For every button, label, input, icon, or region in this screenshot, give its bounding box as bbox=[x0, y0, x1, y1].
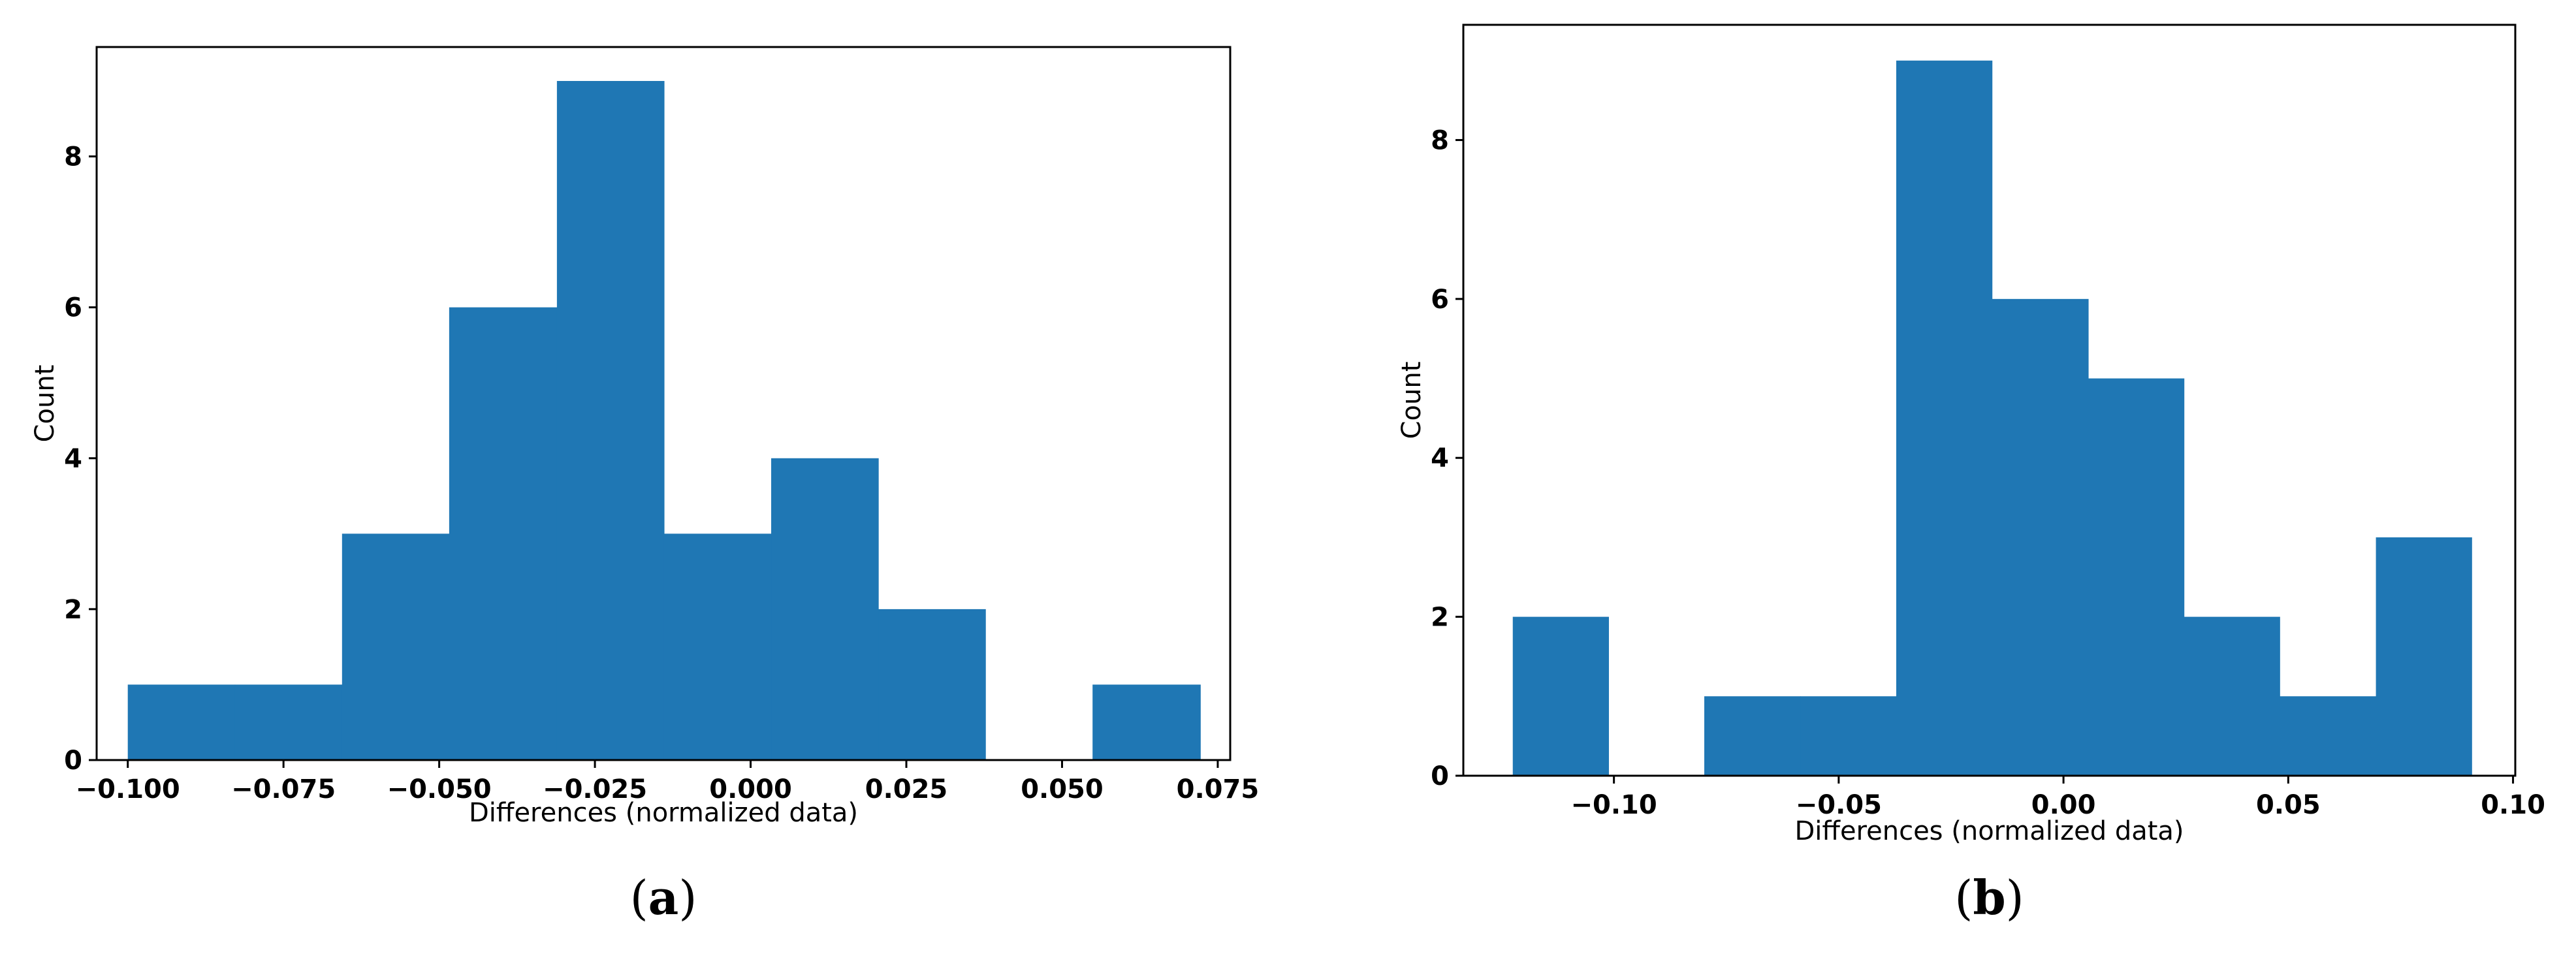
y-tick-label: 2 bbox=[64, 595, 82, 625]
histogram-panel-b: −0.10 −0.05 0.00 0.05 0.10 0 2 4 6 8 Differences (… bbox=[1397, 24, 2545, 925]
panel-caption: (b) bbox=[1954, 870, 2024, 925]
histogram-bar bbox=[2184, 616, 2280, 776]
x-tick-label: −0.050 bbox=[387, 774, 492, 804]
panel-caption-letter: a bbox=[648, 870, 679, 925]
x-axis-label: Differences (normalized data) bbox=[1794, 816, 2184, 846]
histogram-bar bbox=[1992, 298, 2089, 776]
histogram-bar bbox=[1092, 684, 1201, 760]
x-tick-label: 0.000 bbox=[709, 774, 792, 804]
histogram-bar bbox=[2280, 696, 2377, 776]
y-tick-label: 2 bbox=[1431, 603, 1449, 633]
histogram-bar bbox=[342, 533, 450, 760]
x-tick-label: −0.10 bbox=[1571, 790, 1657, 820]
histogram-bar bbox=[1896, 60, 1993, 776]
x-tick-label: −0.025 bbox=[543, 774, 647, 804]
y-tick-label: 0 bbox=[64, 746, 82, 776]
x-tick-label: 0.05 bbox=[2256, 790, 2321, 820]
histogram-bar bbox=[2088, 378, 2185, 776]
x-tick-label: 0.050 bbox=[1021, 774, 1104, 804]
y-tick-label: 6 bbox=[64, 293, 82, 323]
y-tick-label: 8 bbox=[1431, 125, 1449, 155]
y-axis-label: Count bbox=[1397, 362, 1427, 439]
y-tick-label: 4 bbox=[64, 444, 82, 474]
panel-caption: (a) bbox=[630, 870, 697, 925]
y-axis-label: Count bbox=[30, 365, 60, 443]
histogram-bar bbox=[556, 81, 665, 760]
histogram-bar bbox=[127, 684, 236, 760]
histogram-bar bbox=[1800, 696, 1897, 776]
x-tick-label: 0.025 bbox=[865, 774, 948, 804]
x-tick-label: −0.100 bbox=[76, 774, 180, 804]
x-tick-label: 0.075 bbox=[1177, 774, 1260, 804]
x-tick-label: −0.075 bbox=[231, 774, 336, 804]
histogram-bar bbox=[2376, 537, 2472, 776]
x-tick-label: −0.05 bbox=[1796, 790, 1882, 820]
y-tick-label: 6 bbox=[1431, 285, 1449, 315]
histogram-panel-a: −0.100 −0.075 −0.050 −0.025 0.000 0.025 0.050 0… bbox=[30, 46, 1260, 925]
histogram-bar bbox=[1512, 616, 1609, 776]
histogram-bar bbox=[234, 684, 343, 760]
histogram-bar bbox=[878, 609, 986, 760]
y-tick-label: 8 bbox=[64, 142, 82, 172]
x-tick-label: 0.00 bbox=[2031, 790, 2096, 820]
y-tick-label: 4 bbox=[1431, 443, 1449, 473]
histogram-bar bbox=[663, 533, 772, 760]
histogram-bar bbox=[771, 458, 879, 760]
y-tick-label: 0 bbox=[1431, 761, 1449, 791]
histogram-bar bbox=[1704, 696, 1801, 776]
axes-frame bbox=[95, 46, 1232, 761]
x-tick-label: 0.10 bbox=[2481, 790, 2545, 820]
panel-caption-letter: b bbox=[1973, 870, 2005, 925]
axes-frame bbox=[1462, 24, 2517, 777]
x-axis-label: Differences (normalized data) bbox=[469, 798, 858, 828]
histogram-bar bbox=[449, 307, 558, 761]
